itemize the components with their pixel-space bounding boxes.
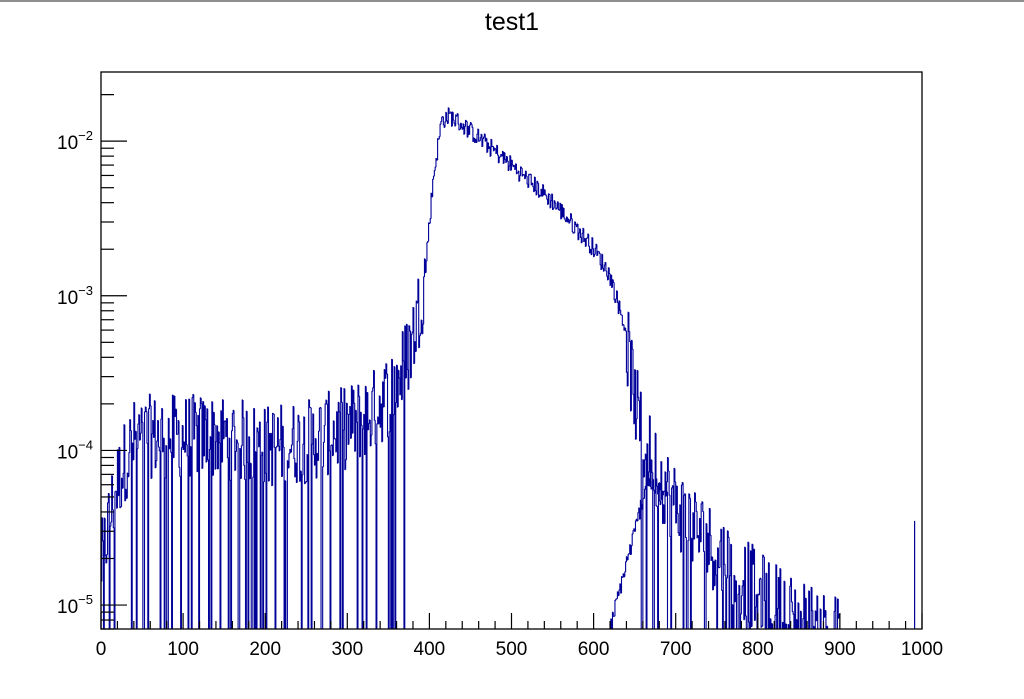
y-tick-label: 10−3 <box>57 283 93 309</box>
y-tick-label: 10−4 <box>57 437 93 463</box>
x-tick-label: 0 <box>96 639 107 660</box>
x-axis: 0 100 200 300 400 500 600 700 800 900 1000 <box>96 613 943 660</box>
x-tick-label: 200 <box>249 639 281 660</box>
y-tick-label: 10−2 <box>57 128 93 154</box>
x-tick-label: 800 <box>742 639 774 660</box>
x-tick-label: 400 <box>414 639 446 660</box>
x-tick-label: 100 <box>167 639 199 660</box>
x-tick-label: 700 <box>660 639 692 660</box>
x-tick-label: 900 <box>824 639 856 660</box>
chart-title: test1 <box>484 8 540 36</box>
x-tick-label: 600 <box>578 639 610 660</box>
y-tick-label: 10−5 <box>57 592 93 618</box>
x-tick-label: 1000 <box>901 639 943 660</box>
plot-frame <box>100 71 923 630</box>
x-tick-label: 500 <box>496 639 528 660</box>
histogram-line <box>100 107 841 630</box>
y-axis: 10−5 10−4 10−3 10−2 <box>57 93 127 630</box>
x-tick-label: 300 <box>331 639 363 660</box>
histogram-series <box>100 107 916 630</box>
